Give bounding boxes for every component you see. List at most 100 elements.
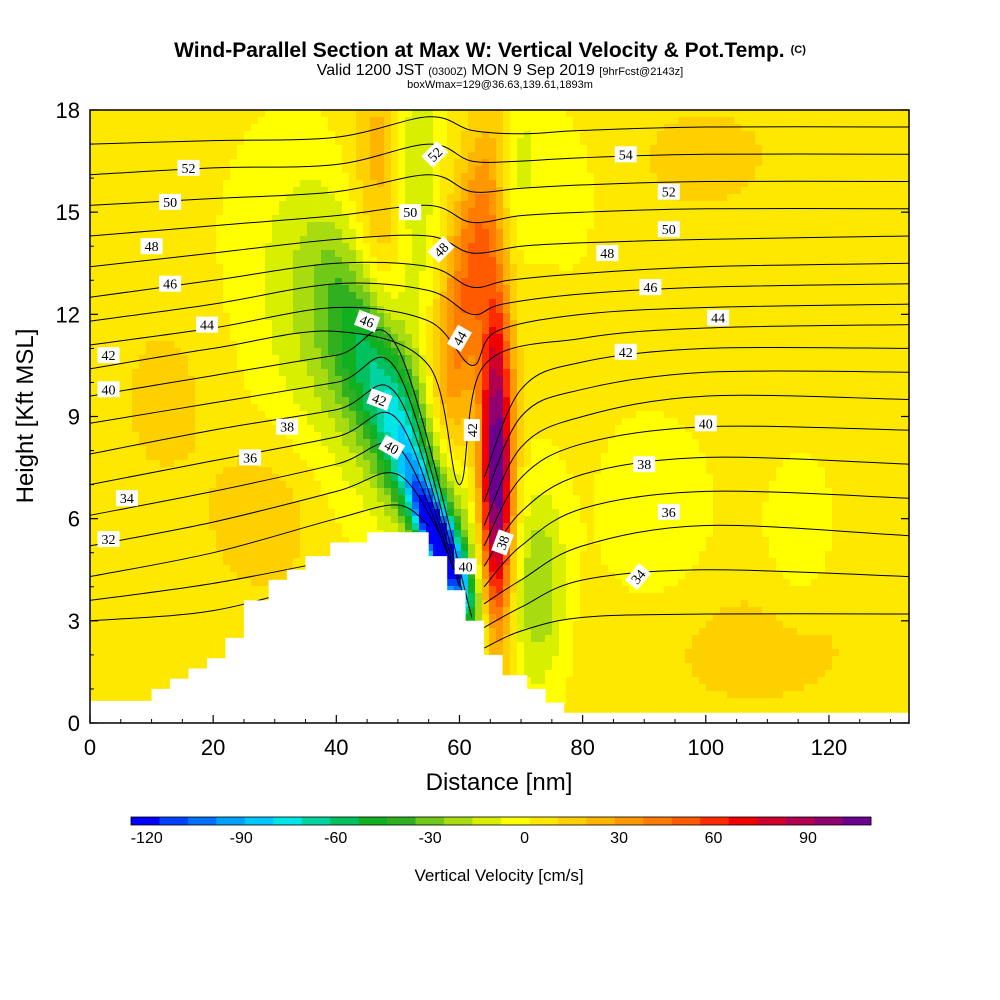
heatmap-cell <box>433 215 441 223</box>
heatmap-cell <box>300 264 308 272</box>
heatmap-cell <box>125 397 133 405</box>
heatmap-cell <box>902 229 909 237</box>
heatmap-cell <box>314 243 322 251</box>
heatmap-cell <box>447 327 455 335</box>
heatmap-cell <box>853 285 861 293</box>
heatmap-cell <box>832 194 840 202</box>
heatmap-cell <box>125 404 133 412</box>
heatmap-cell <box>90 187 98 195</box>
heatmap-cell <box>552 320 560 328</box>
heatmap-cell <box>461 397 469 405</box>
heatmap-cell <box>846 369 854 377</box>
heatmap-cell <box>482 306 490 314</box>
heatmap-cell <box>223 264 231 272</box>
heatmap-cell <box>384 362 392 370</box>
heatmap-cell <box>97 376 105 384</box>
heatmap-cell <box>188 145 196 153</box>
heatmap-cell <box>237 390 245 398</box>
heatmap-cell <box>167 215 175 223</box>
heatmap-cell <box>559 404 567 412</box>
heatmap-cell <box>244 194 252 202</box>
heatmap-cell <box>706 390 714 398</box>
heatmap-cell <box>216 145 224 153</box>
heatmap-cell <box>524 173 532 181</box>
heatmap-cell <box>517 229 525 237</box>
heatmap-cell <box>405 404 413 412</box>
heatmap-cell <box>454 271 462 279</box>
heatmap-cell <box>475 131 483 139</box>
heatmap-cell <box>545 348 553 356</box>
heatmap-cell <box>510 257 518 265</box>
heatmap-cell <box>370 306 378 314</box>
heatmap-cell <box>846 355 854 363</box>
heatmap-cell <box>713 362 721 370</box>
heatmap-cell <box>769 390 777 398</box>
heatmap-cell <box>398 313 406 321</box>
heatmap-cell <box>594 299 602 307</box>
heatmap-cell <box>769 110 777 118</box>
heatmap-cell <box>258 201 266 209</box>
heatmap-cell <box>755 201 763 209</box>
heatmap-cell <box>188 285 196 293</box>
heatmap-cell <box>216 152 224 160</box>
heatmap-cell <box>587 334 595 342</box>
heatmap-cell <box>622 306 630 314</box>
heatmap-cell <box>706 285 714 293</box>
heatmap-cell <box>748 138 756 146</box>
heatmap-cell <box>321 110 329 118</box>
heatmap-cell <box>510 355 518 363</box>
heatmap-cell <box>426 390 434 398</box>
heatmap-cell <box>664 152 672 160</box>
heatmap-cell <box>398 348 406 356</box>
heatmap-cell <box>265 229 273 237</box>
heatmap-cell <box>286 166 294 174</box>
heatmap-cell <box>188 362 196 370</box>
heatmap-cell <box>153 208 161 216</box>
heatmap-cell <box>538 299 546 307</box>
heatmap-cell <box>860 341 868 349</box>
heatmap-cell <box>160 320 168 328</box>
heatmap-cell <box>629 334 637 342</box>
heatmap-cell <box>314 159 322 167</box>
heatmap-cell <box>832 124 840 132</box>
heatmap-cell <box>307 152 315 160</box>
heatmap-cell <box>160 180 168 188</box>
heatmap-cell <box>482 110 490 118</box>
heatmap-cell <box>580 117 588 125</box>
heatmap-cell <box>839 187 847 195</box>
heatmap-cell <box>699 306 707 314</box>
heatmap-cell <box>503 292 511 300</box>
heatmap-cell <box>846 313 854 321</box>
heatmap-cell <box>517 264 525 272</box>
heatmap-cell <box>174 173 182 181</box>
heatmap-cell <box>594 369 602 377</box>
heatmap-cell <box>517 278 525 286</box>
heatmap-cell <box>139 341 147 349</box>
heatmap-cell <box>251 194 259 202</box>
heatmap-cell <box>727 194 735 202</box>
heatmap-cell <box>545 131 553 139</box>
heatmap-cell <box>678 222 686 230</box>
heatmap-cell <box>594 110 602 118</box>
heatmap-cell <box>650 236 658 244</box>
heatmap-cell <box>895 222 903 230</box>
heatmap-cell <box>258 278 266 286</box>
heatmap-cell <box>314 278 322 286</box>
heatmap-cell <box>412 152 420 160</box>
heatmap-cell <box>601 299 609 307</box>
heatmap-cell <box>181 145 189 153</box>
heatmap-cell <box>762 201 770 209</box>
heatmap-cell <box>496 215 504 223</box>
heatmap-cell <box>230 187 238 195</box>
heatmap-cell <box>860 194 868 202</box>
heatmap-cell <box>804 362 812 370</box>
heatmap-cell <box>475 299 483 307</box>
heatmap-cell <box>531 313 539 321</box>
heatmap-cell <box>664 327 672 335</box>
heatmap-cell <box>755 236 763 244</box>
heatmap-cell <box>440 264 448 272</box>
heatmap-cell <box>902 306 909 314</box>
heatmap-cell <box>489 194 497 202</box>
heatmap-cell <box>538 341 546 349</box>
heatmap-cell <box>279 152 287 160</box>
